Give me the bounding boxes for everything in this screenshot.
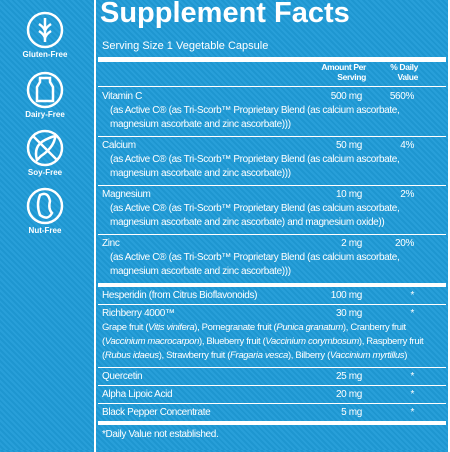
nutrient-detail: (Rubus idaeus), Strawberry fruit (Fragar… (102, 349, 407, 363)
badge-label: Gluten-Free (22, 50, 68, 59)
amount: 100 mg (330, 290, 363, 301)
detail-segment: Fragaria vesca (230, 350, 288, 361)
detail-segment: Punica granatum (276, 322, 343, 333)
thick-rule (98, 283, 446, 287)
daily-value: * (410, 371, 414, 382)
amount: 20 mg (335, 389, 362, 400)
badge-strip: Gluten-Free Dairy-Free Soy-Free Nut-Free (0, 0, 90, 450)
daily-value: * (410, 290, 414, 301)
nutrient-detail: (as Active C® (as Tri-Scorb™ Proprietary… (110, 154, 400, 165)
daily-value: 20% (395, 238, 414, 249)
daily-value: 560% (389, 91, 415, 102)
rule (98, 136, 446, 137)
rule (98, 304, 446, 305)
daily-value: 2% (400, 189, 414, 200)
amount-header: Amount Per Serving (321, 62, 366, 82)
rule (98, 367, 446, 368)
facts-panel: Supplement Facts Serving Size 1 Vegetabl… (94, 0, 450, 452)
badge-icons (26, 11, 64, 225)
nutrient-name: Quercetin (102, 371, 143, 382)
detail-segment: ), Blueberry fruit ( (199, 336, 266, 347)
thick-rule (98, 421, 446, 425)
daily-value: * (410, 407, 414, 418)
rule (98, 385, 446, 386)
badge-label: Dairy-Free (25, 110, 65, 119)
detail-segment: ( (102, 350, 105, 361)
nutrient-detail: magnesium ascorbate and zinc ascorbate))… (110, 168, 291, 179)
detail-segment: ), Bilberry ( (287, 350, 330, 361)
nutrient-name: Zinc (102, 238, 120, 249)
detail-segment: ), Strawberry fruit ( (158, 350, 231, 361)
daily-value: * (410, 308, 414, 319)
daily-value: * (410, 389, 414, 400)
amount: 50 mg (335, 140, 362, 151)
detail-segment: Vaccinium macrocarpon (104, 336, 200, 347)
rule (98, 185, 446, 186)
nutrient-detail: (as Active C® (as Tri-Scorb™ Proprietary… (110, 252, 400, 263)
nutrient-name: Black Pepper Concentrate (102, 407, 211, 418)
footnote: *Daily Value not established. (102, 429, 219, 440)
dv-header: % Daily Value (390, 62, 418, 82)
rule (98, 234, 446, 235)
nutrient-name: Magnesium (102, 189, 151, 200)
detail-segment: ) (404, 350, 408, 361)
title: Supplement Facts (100, 0, 350, 29)
nutrient-name: Alpha Lipoic Acid (102, 389, 173, 400)
detail-segment: ( (102, 336, 105, 347)
detail-segment: Vitis vinifera (148, 322, 195, 333)
amount: 500 mg (330, 91, 363, 102)
nutrient-name: Vitamin C (102, 91, 143, 102)
serving-size: Serving Size 1 Vegetable Capsule (102, 40, 269, 52)
detail-segment: Vaccinium myrtillus (329, 350, 405, 361)
amount: 2 mg (341, 238, 362, 249)
nutrient-detail: Grape fruit (Vitis vinifera), Pomegranat… (102, 321, 406, 335)
nutrient-detail: (Vaccinium macrocarpon), Blueberry fruit… (102, 335, 424, 349)
nutrient-detail: magnesium ascorbate and zinc ascorbate))… (110, 119, 291, 130)
badge-label: Soy-Free (27, 168, 63, 177)
badge-label: Nut-Free (28, 226, 62, 235)
detail-segment: ), Pomegranate fruit ( (194, 322, 277, 333)
daily-value: 4% (400, 140, 414, 151)
detail-segment: ), Raspberry fruit (358, 336, 424, 347)
nutrient-detail: (as Active C® (as Tri-Scorb™ Proprietary… (110, 105, 400, 116)
nutrient-detail: magnesium ascorbate and zinc ascorbate) … (110, 217, 385, 228)
amount: 30 mg (335, 308, 362, 319)
rule (98, 86, 446, 87)
nutrient-detail: (as Active C® (as Tri-Scorb™ Proprietary… (110, 203, 400, 214)
amount: 10 mg (335, 189, 362, 200)
amount: 5 mg (341, 407, 362, 418)
nutrient-detail: magnesium ascorbate and zinc ascorbate))… (110, 266, 291, 277)
amount: 25 mg (335, 371, 362, 382)
nutrient-name: Hesperidin (from Citrus Bioflavonoids) (102, 290, 258, 301)
thick-rule (98, 57, 446, 62)
detail-segment: Vaccinium corymbosum (265, 336, 359, 347)
nutrient-name: Richberry 4000™ (102, 308, 175, 319)
detail-segment: Grape fruit ( (102, 322, 149, 333)
detail-segment: ), Cranberry fruit (342, 322, 406, 333)
nutrient-name: Calcium (102, 140, 136, 151)
detail-segment: Rubus idaeus (104, 350, 159, 361)
rule (98, 403, 446, 404)
